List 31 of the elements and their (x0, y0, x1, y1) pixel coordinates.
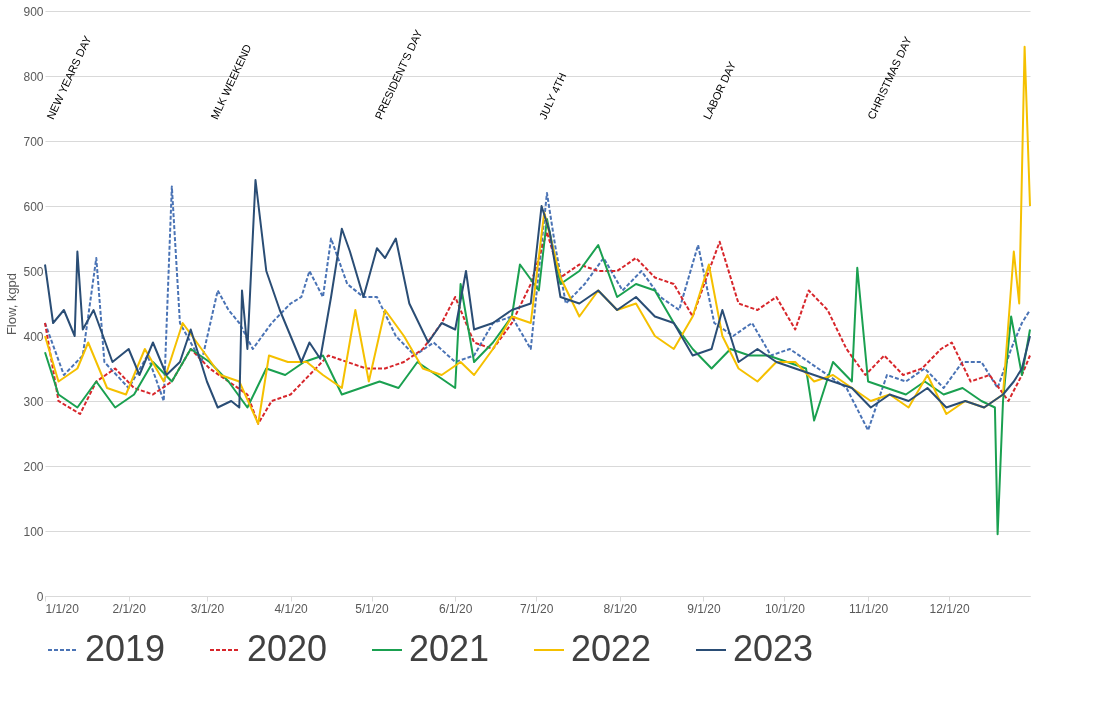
x-tick-label: 2/1/20 (112, 601, 147, 616)
x-tick-label: 11/1/20 (849, 601, 889, 616)
y-tick-label: 700 (23, 134, 44, 149)
legend-label: 2020 (247, 628, 328, 669)
legend-label: 2022 (571, 628, 652, 669)
y-axis-title: Flow, kgpd (4, 272, 20, 336)
x-tick-label: 5/1/20 (355, 601, 390, 616)
x-tick-label: 9/1/20 (687, 601, 721, 616)
x-tick-label: 12/1/20 (929, 601, 970, 616)
legend-label: 2019 (85, 628, 166, 669)
x-tick-label: 6/1/20 (439, 601, 473, 616)
y-tick-label: 400 (23, 329, 44, 344)
legend-label: 2023 (733, 628, 814, 669)
x-tick-label: 7/1/20 (519, 601, 554, 616)
y-tick-label: 200 (23, 459, 44, 474)
y-tick-label: 900 (23, 4, 44, 19)
line-series (44, 231, 1031, 425)
line-series (44, 218, 1031, 536)
y-tick-label: 800 (23, 69, 44, 84)
y-tick-label: 100 (23, 524, 44, 539)
x-tick-label: 1/1/20 (45, 601, 80, 616)
y-tick-label: 600 (23, 199, 44, 214)
y-tick-label: 300 (23, 394, 44, 409)
x-tick-label: 4/1/20 (274, 601, 309, 616)
x-tick-label: 10/1/20 (764, 601, 806, 616)
y-tick-label: 0 (36, 589, 44, 604)
y-tick-label: 500 (23, 264, 44, 279)
x-tick-label: 3/1/20 (190, 601, 225, 616)
x-tick-label: 8/1/20 (603, 601, 638, 616)
annotation: JULY 4TH (536, 70, 569, 121)
legend-label: 2021 (409, 628, 490, 669)
